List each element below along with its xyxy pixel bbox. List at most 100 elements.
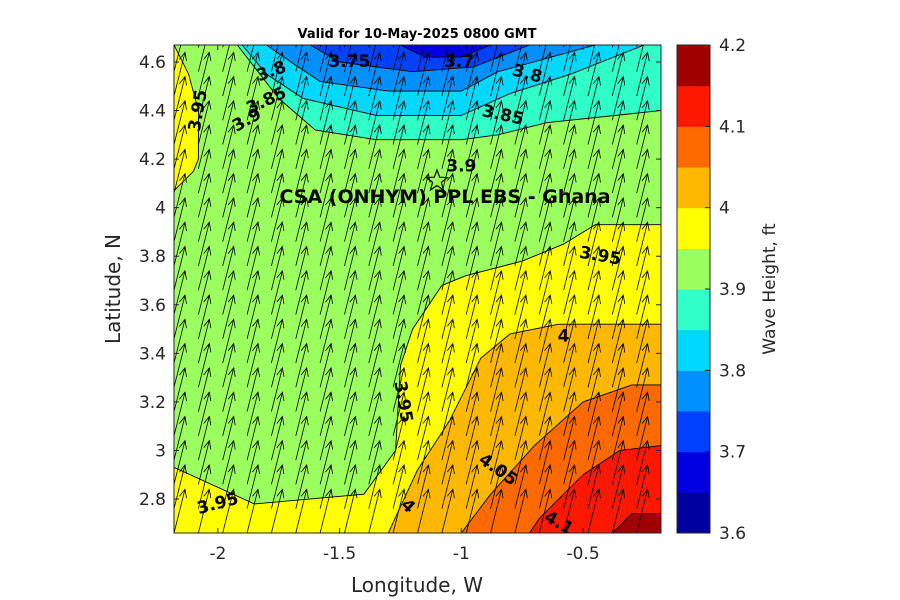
y-tick-label-4: 3.6 (139, 296, 166, 316)
direction-arrow-51 (392, 439, 407, 485)
direction-arrow-141 (538, 342, 553, 388)
direction-arrow-220 (417, 245, 431, 291)
direction-arrow-302 (368, 148, 382, 194)
direction-arrow-52 (417, 439, 431, 485)
direction-arrow-306 (465, 148, 480, 194)
x-tick-label-3: -0.5 (566, 544, 599, 564)
direction-arrow-248 (587, 221, 601, 266)
direction-arrow-291 (611, 172, 626, 218)
direction-arrow-414 (538, 45, 547, 72)
direction-arrow-194 (295, 269, 309, 315)
direction-arrow-157 (417, 318, 431, 364)
direction-arrow-226 (563, 245, 577, 291)
direction-arrow-317 (222, 124, 236, 169)
direction-arrow-275 (222, 172, 236, 218)
direction-arrow-115 (417, 366, 431, 412)
direction-arrow-241 (417, 221, 431, 266)
direction-arrow-163 (563, 318, 577, 364)
direction-arrow-240 (392, 221, 407, 266)
direction-arrow-422 (222, 45, 224, 48)
direction-arrow-439 (636, 45, 638, 48)
direction-arrow-411 (465, 45, 474, 72)
direction-arrow-262 (417, 197, 431, 242)
x-tick-label-2: -1 (453, 544, 470, 564)
direction-arrow-47 (295, 439, 309, 485)
y-axis-ticks: 2.8 3 3.2 3.4 3.6 3.8 4 4.2 4.4 4.6 (139, 53, 661, 510)
direction-arrow-435 (538, 45, 541, 48)
direction-arrow-46 (271, 439, 285, 485)
direction-arrow-212 (222, 245, 236, 291)
direction-arrow-301 (344, 148, 358, 194)
direction-arrow-308 (514, 148, 528, 194)
direction-arrow-349 (490, 99, 504, 145)
direction-arrow-15 (538, 488, 553, 533)
direction-arrow-139 (490, 342, 504, 388)
direction-arrow-236 (295, 221, 309, 266)
colorbar-tick-label-5: 4.1 (719, 117, 746, 137)
direction-arrow-150 (246, 318, 260, 364)
colorbar-tick-label-3: 3.9 (719, 280, 746, 300)
direction-arrow-393 (538, 51, 553, 97)
direction-arrow-27 (319, 464, 333, 509)
direction-arrow-365 (368, 75, 382, 121)
direction-arrow-357 (174, 75, 187, 121)
direction-arrow-109 (271, 366, 285, 412)
direction-arrow-0 (174, 488, 187, 533)
direction-arrow-16 (563, 488, 577, 533)
colorbar-swatch-8 (677, 167, 710, 209)
direction-arrow-39 (611, 464, 626, 509)
direction-arrow-61 (636, 439, 650, 485)
contour-label-0: 3.75 (328, 52, 370, 72)
direction-arrow-234 (246, 221, 260, 266)
colorbar-tick-label-4: 4 (719, 199, 730, 219)
direction-arrow-420 (174, 45, 176, 48)
direction-arrow-178 (417, 294, 431, 339)
direction-arrow-89 (295, 391, 309, 436)
direction-arrow-187 (636, 294, 650, 339)
direction-arrow-198 (392, 269, 407, 315)
colorbar-swatch-5 (677, 289, 710, 331)
direction-arrow-147 (174, 318, 187, 364)
direction-arrow-329 (514, 124, 528, 169)
direction-arrow-156 (392, 318, 407, 364)
direction-arrow-227 (587, 245, 601, 291)
direction-arrow-118 (490, 366, 504, 412)
direction-arrow-14 (514, 488, 528, 533)
direction-arrow-151 (271, 318, 285, 364)
direction-arrow-383 (295, 51, 309, 97)
direction-arrow-412 (490, 45, 498, 72)
direction-arrow-274 (198, 172, 212, 218)
direction-arrow-6 (319, 488, 333, 533)
direction-arrow-413 (514, 45, 523, 72)
direction-arrow-19 (636, 488, 650, 533)
direction-arrow-72 (392, 415, 407, 461)
direction-arrow-233 (222, 221, 236, 266)
direction-arrow-116 (441, 366, 455, 412)
direction-arrow-216 (319, 245, 333, 291)
direction-arrow-390 (465, 51, 480, 97)
direction-arrow-91 (344, 391, 358, 436)
direction-arrow-208 (636, 269, 650, 315)
direction-arrow-17 (587, 488, 601, 533)
direction-arrow-21 (174, 464, 187, 509)
colorbar-tick-label-6: 4.2 (719, 36, 746, 56)
direction-arrow-204 (538, 269, 553, 315)
contour-line-6 (174, 224, 661, 533)
direction-arrow-253 (198, 197, 212, 242)
direction-arrow-255 (246, 197, 260, 242)
direction-arrow-181 (490, 294, 504, 339)
direction-arrow-271 (636, 197, 650, 242)
direction-arrow-334 (636, 124, 650, 169)
colorbar-tick-label-0: 3.6 (719, 524, 746, 544)
direction-arrow-206 (587, 269, 601, 315)
direction-arrow-90 (319, 391, 333, 436)
direction-arrow-238 (344, 221, 358, 266)
direction-arrow-364 (344, 75, 358, 121)
colorbar-tick-label-1: 3.7 (719, 443, 746, 463)
direction-arrow-191 (222, 269, 236, 315)
direction-arrow-340 (271, 99, 285, 145)
contour-region-5 (174, 45, 199, 191)
y-tick-label-0: 2.8 (139, 490, 166, 510)
direction-arrow-108 (246, 366, 260, 412)
